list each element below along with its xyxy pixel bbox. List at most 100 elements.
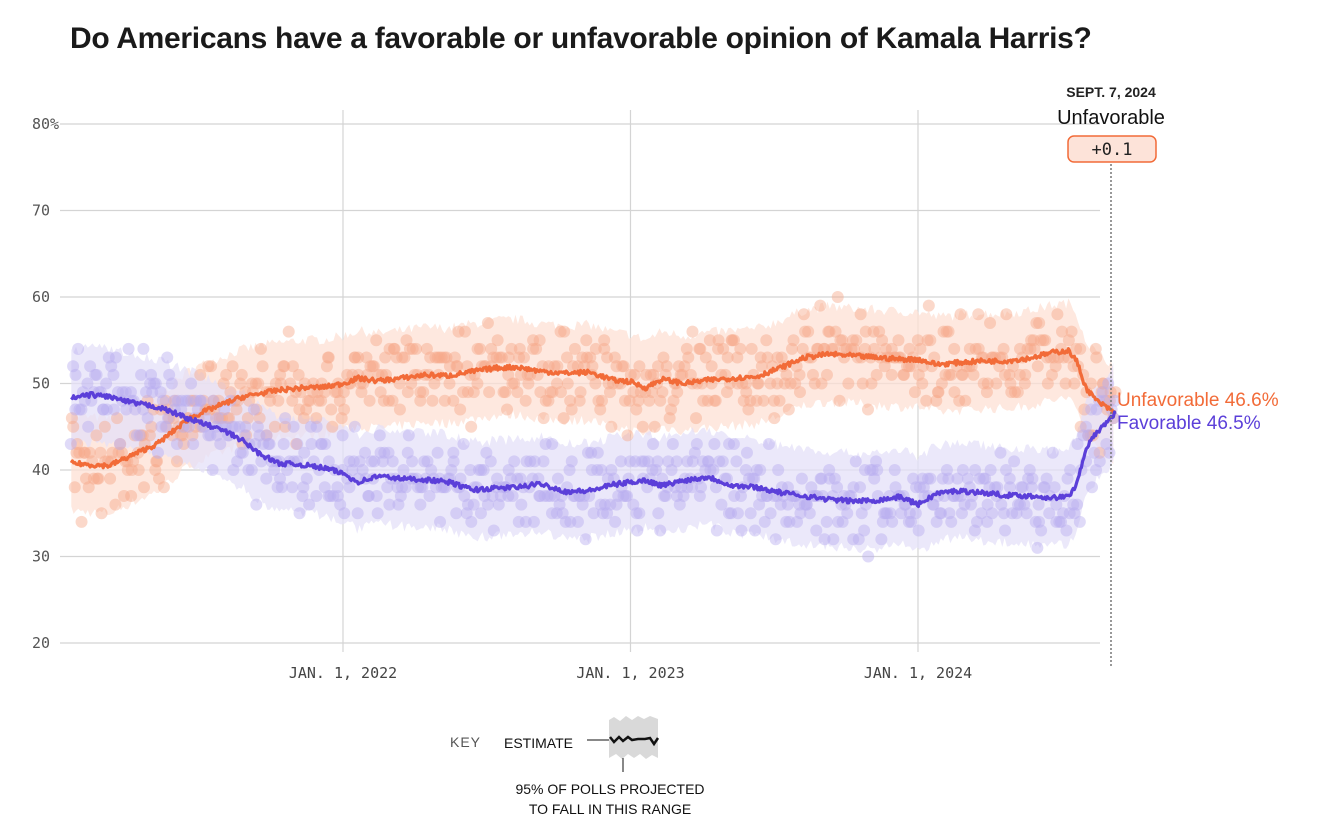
poll-dot-favorable [362, 489, 375, 502]
poll-dot-favorable [371, 507, 384, 520]
poll-dot-unfavorable [451, 360, 464, 373]
poll-dot-favorable [310, 420, 323, 433]
poll-dot-unfavorable [720, 386, 733, 399]
poll-dot-unfavorable [740, 386, 753, 399]
poll-dot-favorable [107, 368, 120, 381]
poll-dot-favorable [688, 446, 701, 459]
poll-dot-unfavorable [1095, 386, 1108, 399]
poll-dot-unfavorable [897, 368, 910, 381]
chart-title: Do Americans have a favorable or unfavor… [70, 22, 1092, 55]
poll-dot-unfavorable [820, 368, 833, 381]
margin-badge-value: +0.1 [1092, 140, 1133, 160]
poll-dot-favorable [1040, 472, 1053, 485]
poll-dot-unfavorable [998, 368, 1011, 381]
poll-dot-favorable [418, 455, 431, 468]
poll-dot-unfavorable [264, 394, 277, 407]
poll-dot-favorable [245, 464, 258, 476]
poll-dot-favorable [539, 438, 552, 451]
poll-dot-favorable [331, 489, 344, 502]
poll-dot-favorable [591, 464, 604, 476]
poll-dot-favorable [849, 455, 862, 468]
poll-dot-unfavorable [831, 291, 844, 303]
poll-dot-unfavorable [580, 334, 593, 347]
poll-dot-favorable [795, 472, 808, 485]
poll-dot-unfavorable [315, 394, 328, 407]
poll-dot-favorable [1020, 507, 1033, 520]
poll-dot-favorable [630, 507, 643, 520]
poll-dot-favorable [494, 489, 507, 502]
poll-dot-unfavorable [235, 368, 248, 381]
poll-dot-unfavorable [187, 394, 200, 407]
poll-dot-favorable [828, 472, 841, 485]
poll-dot-unfavorable [234, 377, 247, 390]
poll-dot-unfavorable [1033, 316, 1046, 329]
poll-dot-unfavorable [930, 394, 943, 407]
poll-dot-unfavorable [274, 368, 287, 381]
poll-dot-favorable [902, 515, 915, 528]
poll-dot-unfavorable [682, 351, 695, 364]
poll-dot-unfavorable [997, 342, 1010, 355]
poll-dot-favorable [1060, 524, 1073, 537]
key-range-swatch [609, 716, 658, 759]
poll-dot-favorable [100, 377, 113, 390]
poll-dot-unfavorable [674, 368, 687, 381]
poll-dot-unfavorable [254, 342, 267, 355]
poll-dot-favorable [964, 498, 977, 511]
poll-dot-favorable [286, 481, 299, 494]
poll-dot-favorable [511, 472, 524, 485]
poll-dot-favorable [343, 481, 356, 494]
poll-dot-unfavorable [802, 325, 815, 338]
poll-dot-unfavorable [1074, 420, 1087, 433]
poll-dot-favorable [477, 464, 490, 476]
poll-dot-favorable [975, 507, 988, 520]
poll-dot-unfavorable [551, 360, 564, 373]
poll-dot-favorable [1035, 524, 1048, 537]
poll-dot-unfavorable [277, 360, 290, 373]
poll-dot-favorable [1093, 455, 1106, 468]
poll-dot-unfavorable [387, 342, 400, 355]
poll-dot-unfavorable [865, 377, 878, 390]
poll-dot-unfavorable [1009, 386, 1022, 399]
poll-dot-favorable [519, 515, 532, 528]
poll-dot-favorable [116, 386, 129, 399]
poll-dot-unfavorable [420, 342, 433, 355]
poll-dot-favorable [930, 515, 943, 528]
poll-dot-unfavorable [811, 342, 824, 355]
poll-dot-unfavorable [603, 386, 616, 399]
poll-dot-unfavorable [379, 351, 392, 364]
y-tick-label: 30 [32, 548, 50, 566]
poll-dot-favorable [155, 420, 168, 433]
poll-dot-favorable [576, 498, 589, 511]
poll-dot-unfavorable [721, 351, 734, 364]
poll-dot-favorable [650, 464, 663, 476]
poll-dot-favorable [144, 377, 157, 390]
poll-dot-favorable [109, 351, 122, 364]
poll-dot-favorable [262, 438, 275, 451]
poll-dot-favorable [556, 507, 569, 520]
poll-dot-favorable [876, 515, 889, 528]
poll-dot-favorable [1077, 429, 1090, 442]
poll-dot-unfavorable [338, 403, 351, 416]
poll-dot-favorable [571, 515, 584, 528]
poll-dot-unfavorable [490, 351, 503, 364]
poll-dot-favorable [907, 472, 920, 485]
poll-dot-favorable [1068, 507, 1081, 520]
poll-dot-unfavorable [386, 394, 399, 407]
poll-dot-unfavorable [293, 403, 306, 416]
poll-dot-favorable [277, 438, 290, 451]
poll-dot-unfavorable [815, 377, 828, 390]
poll-dot-favorable [461, 498, 474, 511]
poll-dot-unfavorable [892, 334, 905, 347]
poll-dot-unfavorable [438, 394, 451, 407]
key-range-line1: 95% OF POLLS PROJECTED [515, 781, 704, 797]
poll-dot-favorable [151, 446, 164, 459]
poll-dot-unfavorable [644, 368, 657, 381]
poll-dot-favorable [541, 489, 554, 502]
poll-dot-favorable [701, 455, 714, 468]
poll-dot-unfavorable [382, 394, 395, 407]
poll-dot-unfavorable [838, 342, 851, 355]
end-label-favorable: Favorable 46.5% [1117, 413, 1261, 434]
poll-dot-favorable [425, 464, 438, 476]
poll-dot-unfavorable [213, 412, 226, 425]
